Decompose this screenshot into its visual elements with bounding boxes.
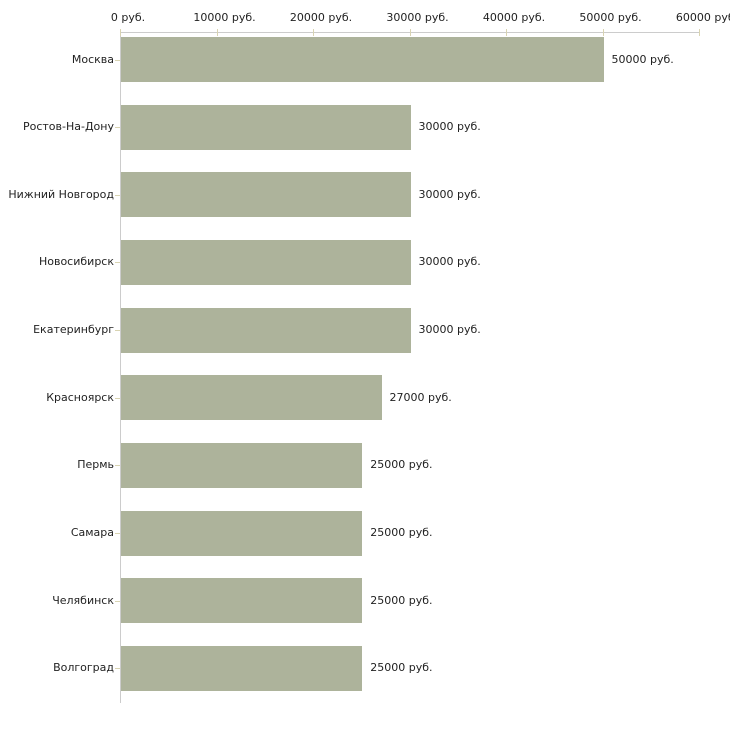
x-tick-mark: [506, 29, 507, 36]
category-label: Новосибирск: [38, 255, 114, 269]
x-tick-mark: [409, 29, 411, 36]
value-label: 30000 руб.: [418, 323, 481, 337]
x-tick-label: 60000 руб.: [675, 11, 730, 24]
category-label: Екатеринбург: [33, 323, 114, 337]
x-tick-mark: [120, 29, 121, 36]
x-tick-mark: [216, 29, 218, 36]
category-label: Пермь: [77, 458, 114, 472]
category-label: Красноярск: [46, 390, 114, 404]
x-tick-label: 10000 руб.: [193, 11, 256, 24]
category-tick-mark: [115, 262, 120, 264]
value-label: 30000 руб.: [418, 120, 481, 134]
category-label: Челябинск: [52, 593, 114, 607]
x-tick-label: 30000 руб.: [386, 11, 449, 24]
category-label: Москва: [71, 52, 114, 66]
category-label: Ростов-На-Дону: [22, 120, 114, 134]
bar: [121, 104, 411, 150]
bar: [121, 645, 363, 691]
value-label: 27000 руб.: [389, 390, 452, 404]
bar: [121, 578, 363, 624]
category-tick-mark: [115, 59, 120, 61]
value-label: 30000 руб.: [418, 187, 481, 201]
category-tick-mark: [115, 330, 120, 332]
value-label: 25000 руб.: [370, 526, 433, 540]
value-label: 50000 руб.: [611, 52, 674, 66]
x-tick-mark: [602, 29, 604, 36]
category-tick-mark: [115, 397, 120, 399]
x-tick-label: 40000 руб.: [482, 11, 546, 24]
x-tick-label: 50000 руб.: [579, 11, 642, 24]
bar: [121, 307, 411, 353]
value-label: 25000 руб.: [370, 593, 433, 607]
value-label: 25000 руб.: [370, 458, 433, 472]
y-axis-line: [120, 32, 121, 703]
x-tick-label: 20000 руб.: [289, 11, 353, 24]
category-tick-mark: [115, 600, 120, 602]
bar: [121, 172, 411, 218]
category-label: Самара: [70, 526, 114, 540]
category-tick-mark: [115, 533, 120, 535]
bar: [121, 239, 411, 285]
value-label: 30000 руб.: [418, 255, 481, 269]
value-label: 25000 руб.: [370, 661, 433, 675]
category-tick-mark: [115, 465, 120, 467]
bar: [121, 375, 382, 421]
category-tick-mark: [115, 194, 120, 196]
category-tick-mark: [115, 127, 120, 129]
category-tick-mark: [115, 668, 120, 670]
bar: [121, 510, 363, 556]
x-tick-label: 0 руб.: [110, 11, 146, 24]
x-tick-mark: [699, 29, 700, 36]
bar: [121, 442, 363, 488]
category-label: Нижний Новгород: [8, 187, 114, 201]
category-label: Волгоград: [53, 661, 114, 675]
bar: [121, 37, 604, 82]
x-tick-mark: [313, 29, 314, 36]
